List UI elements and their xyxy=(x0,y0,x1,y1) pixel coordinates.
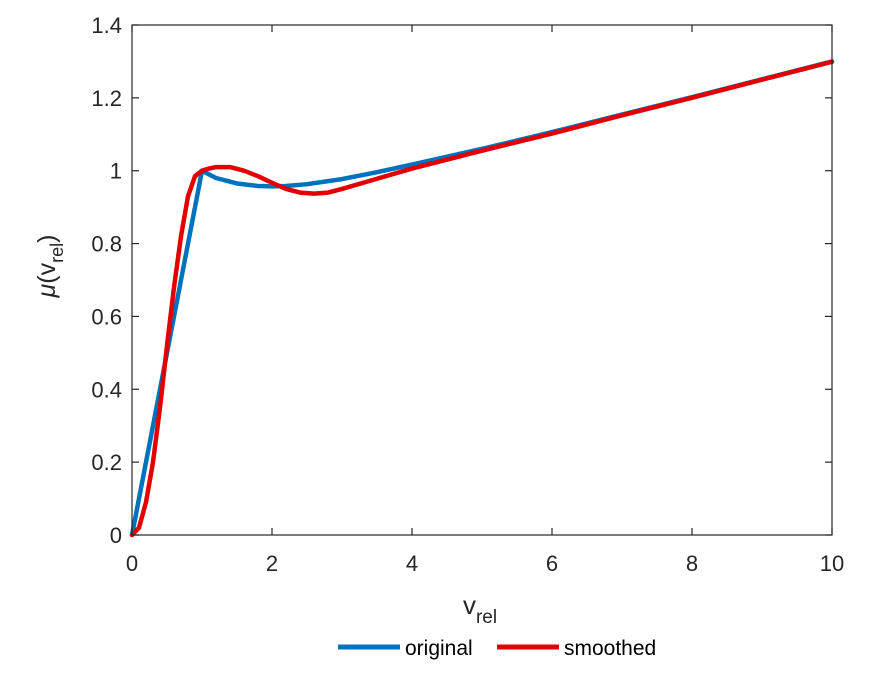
y-tick-label: 1.4 xyxy=(91,13,122,38)
series-layer xyxy=(129,59,835,538)
y-axis-title-base: v xyxy=(33,262,61,275)
x-tick-label: 4 xyxy=(406,551,418,576)
y-axis-title-open-paren: ( xyxy=(33,275,61,284)
y-axis-title-function: μ xyxy=(33,283,61,298)
y-axis-title-close-paren: ) xyxy=(33,235,61,243)
legend-label-smoothed: smoothed xyxy=(564,637,656,660)
x-tick-label: 8 xyxy=(686,551,698,576)
x-tick-label: 0 xyxy=(126,551,138,576)
x-tick-label: 2 xyxy=(266,551,278,576)
series-line-smoothed xyxy=(129,59,835,538)
legend-label-original: original xyxy=(405,637,473,660)
y-tick-label: 0.8 xyxy=(91,232,122,257)
y-tick-label: 0 xyxy=(110,523,122,548)
x-tick-label: 10 xyxy=(820,551,844,576)
plot-background xyxy=(132,25,832,535)
axes-layer: 0 2 4 6 8 10 0 0.2 0.4 0.6 0.8 1 1.2 1.4 xyxy=(91,13,844,576)
y-tick-label: 1 xyxy=(110,159,122,184)
x-axis-title: vrel xyxy=(463,590,497,628)
y-tick-label: 0.2 xyxy=(91,450,122,475)
legend: original smoothed xyxy=(338,637,656,660)
y-tick-label: 0.6 xyxy=(91,304,122,329)
axes-box xyxy=(131,24,833,536)
x-axis-title-base: v xyxy=(463,590,476,620)
x-axis-title-subscript: rel xyxy=(476,607,497,628)
y-axis-title-subscript: rel xyxy=(47,243,67,263)
x-tick-label: 6 xyxy=(546,551,558,576)
y-axis-title: μ(vrel) xyxy=(33,235,67,299)
y-tick-label: 0.4 xyxy=(91,377,122,402)
plot-area xyxy=(132,25,832,535)
y-tick-label: 1.2 xyxy=(91,86,122,111)
